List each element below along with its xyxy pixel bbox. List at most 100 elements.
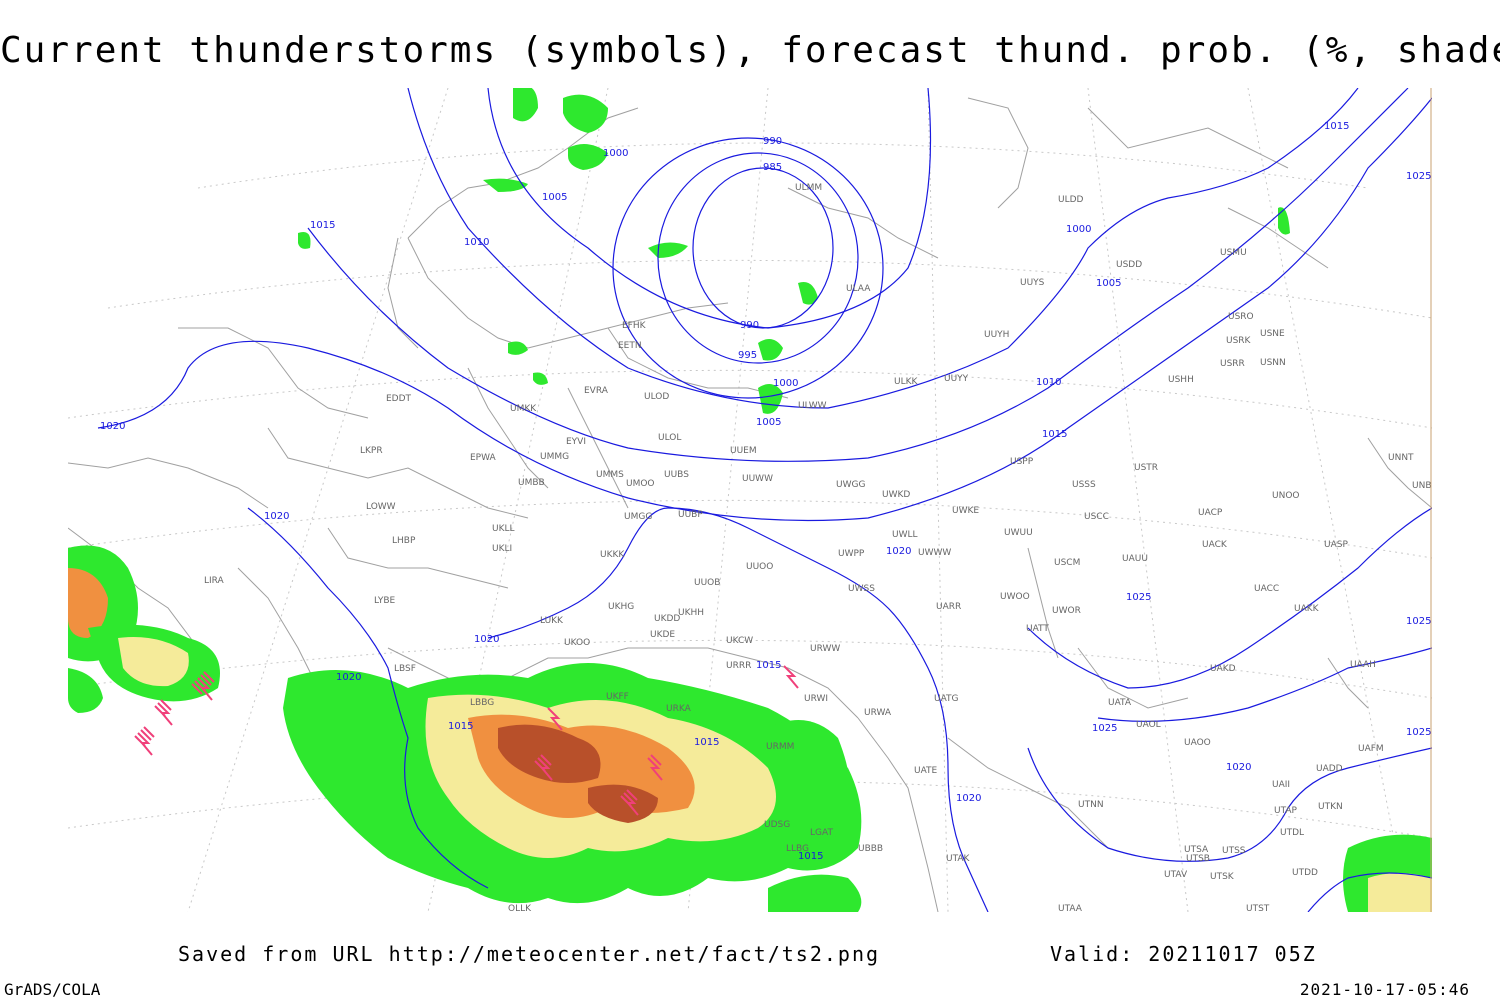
- station-label: UAOO: [1184, 738, 1211, 748]
- thunderstorm-symbol: [547, 707, 563, 731]
- station-label: USHH: [1168, 375, 1194, 385]
- station-label: UUYH: [984, 330, 1009, 340]
- isobar-label: 1025: [1406, 727, 1431, 738]
- station-label: UTNN: [1078, 800, 1104, 810]
- isobar-label: 1025: [1406, 616, 1431, 627]
- station-label: UADD: [1316, 764, 1343, 774]
- station-label: UMMG: [540, 452, 569, 462]
- station-label: USCC: [1084, 512, 1109, 522]
- thunderstorm-symbol: [783, 665, 799, 689]
- station-label: UKLL: [492, 524, 515, 534]
- station-label: UTDL: [1280, 828, 1304, 838]
- station-label: ULKK: [894, 377, 919, 387]
- source-url-caption: Saved from URL http://meteocenter.net/fa…: [178, 942, 881, 966]
- station-label: UTSS: [1222, 846, 1246, 856]
- station-label: UWSS: [848, 584, 875, 594]
- station-label: UNNT: [1388, 453, 1414, 463]
- station-label: UKLI: [492, 544, 512, 554]
- station-label: UUOO: [746, 562, 773, 572]
- station-label: EETN: [618, 341, 642, 351]
- isobar-label: 1010: [1036, 377, 1061, 388]
- station-label: URWW: [810, 644, 840, 654]
- station-label: UAAH: [1350, 660, 1376, 670]
- station-label: URRR: [726, 661, 751, 671]
- station-label: UTAV: [1164, 870, 1188, 880]
- station-label: UAKK: [1294, 604, 1320, 614]
- station-label: ULOL: [658, 433, 681, 443]
- isobar-label: 1020: [886, 546, 911, 557]
- station-label: LOWW: [366, 502, 396, 512]
- generation-timestamp: 2021-10-17-05:46: [1299, 980, 1470, 999]
- station-label: LBSF: [394, 664, 416, 674]
- isobar-label: 1005: [1096, 278, 1121, 289]
- station-label: UMOO: [626, 479, 655, 489]
- isobar-label: 1020: [336, 672, 361, 683]
- station-label: LKPR: [360, 446, 383, 456]
- isobar-label: 990: [763, 136, 782, 147]
- station-label: UTAA: [1058, 904, 1083, 912]
- station-label: LUKK: [540, 616, 564, 626]
- station-label: EPWA: [470, 453, 497, 463]
- station-label: UACC: [1254, 584, 1279, 594]
- station-label: UAUU: [1122, 554, 1148, 564]
- isobar-label: 1020: [474, 634, 499, 645]
- station-label: UKHH: [678, 608, 704, 618]
- station-label: USNE: [1260, 329, 1285, 339]
- station-label: URMM: [766, 742, 794, 752]
- station-label: LGAT: [810, 828, 833, 838]
- valid-time-caption: Valid: 20211017 05Z: [1050, 942, 1317, 966]
- station-label: URWA: [864, 708, 892, 718]
- software-credit: GrADS/COLA: [4, 980, 101, 999]
- station-label: URKA: [666, 704, 692, 714]
- station-label: USTR: [1134, 463, 1158, 473]
- station-label: UUBP: [678, 510, 703, 520]
- station-label: UWUU: [1004, 528, 1033, 538]
- station-label: URWI: [804, 694, 828, 704]
- isobar-labels: 985 990 990 995 1000 1000 1000 1005 1005…: [100, 121, 1431, 862]
- station-label: ULWW: [798, 401, 827, 411]
- station-label: UWKD: [882, 490, 910, 500]
- station-label: UATA: [1108, 698, 1132, 708]
- station-label: UUEM: [730, 446, 757, 456]
- station-label: UUOB: [694, 578, 720, 588]
- thunderstorm-symbol: [534, 754, 553, 781]
- station-label: USRK: [1226, 336, 1252, 346]
- station-label: UUYS: [1020, 278, 1045, 288]
- station-label: USCM: [1054, 558, 1080, 568]
- station-label: UWOO: [1000, 592, 1030, 602]
- station-label: USNN: [1260, 358, 1286, 368]
- station-label: OLLK: [508, 904, 532, 912]
- station-label: UAFM: [1358, 744, 1384, 754]
- station-label: UATE: [914, 766, 938, 776]
- isobar-label: 1000: [1066, 224, 1091, 235]
- station-label: UDSG: [764, 820, 790, 830]
- station-label: UKOO: [564, 638, 590, 648]
- station-label: UKDE: [650, 630, 675, 640]
- station-label: UMKK: [510, 404, 537, 414]
- isobar-label: 1000: [603, 148, 628, 159]
- station-label: UUBS: [664, 470, 689, 480]
- isobar-label: 1025: [1126, 592, 1151, 603]
- isobar-label: 1005: [756, 417, 781, 428]
- isobar-label: 1025: [1092, 723, 1117, 734]
- station-label: UNBB: [1412, 481, 1432, 491]
- station-label: USRO: [1228, 312, 1254, 322]
- station-label: UTSA: [1184, 845, 1209, 855]
- station-label: UATG: [934, 694, 959, 704]
- isobar-label: 990: [740, 320, 759, 331]
- station-label: ULOD: [644, 392, 669, 402]
- station-label: UWGG: [836, 480, 865, 490]
- station-label: UAOL: [1136, 720, 1161, 730]
- map-panel: 985 990 990 995 1000 1000 1000 1005 1005…: [68, 88, 1432, 912]
- map-title: Current thunderstorms (symbols), forecas…: [0, 30, 1500, 71]
- isobar-label: 1020: [264, 511, 289, 522]
- station-label: UKCW: [726, 636, 753, 646]
- station-label: LIRA: [204, 576, 225, 586]
- isobar-label: 1025: [1406, 171, 1431, 182]
- station-label: EFHK: [622, 321, 647, 331]
- station-label: UNOO: [1272, 491, 1300, 501]
- station-label: UUWW: [742, 474, 773, 484]
- station-label: USRR: [1220, 359, 1245, 369]
- station-label: UWPP: [838, 549, 865, 559]
- station-label: UTSB: [1186, 854, 1210, 864]
